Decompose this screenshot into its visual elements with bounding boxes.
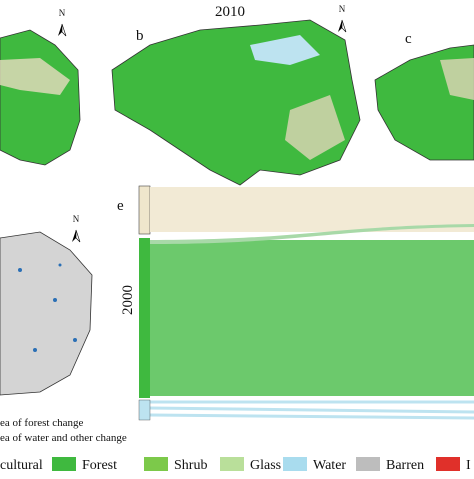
north-label: N xyxy=(59,8,66,18)
north-arrow xyxy=(341,19,347,33)
panel-label: e xyxy=(117,198,124,214)
legend-label: I xyxy=(466,458,471,473)
map-b-patch xyxy=(285,95,345,160)
note: ea of forest change xyxy=(0,417,83,429)
legend-swatch xyxy=(52,457,76,471)
north-label: N xyxy=(73,214,80,224)
map-a xyxy=(0,29,81,166)
legend-swatch xyxy=(144,457,168,471)
sankey-flow xyxy=(149,400,474,420)
panel-label: c xyxy=(405,31,412,47)
sankey-flow xyxy=(150,224,474,244)
north-arrow xyxy=(72,230,76,242)
legend-swatch xyxy=(283,457,307,471)
map-d-dots xyxy=(18,263,77,352)
north-label: N xyxy=(339,4,346,14)
map-c-patch xyxy=(440,58,474,100)
sankey-axis-label: 2000 xyxy=(120,285,136,315)
north-arrow xyxy=(61,23,67,37)
legend-swatch xyxy=(356,457,380,471)
panel-label: b xyxy=(136,28,144,44)
year-title: 2010 xyxy=(215,4,245,20)
note: ea of water and other change xyxy=(0,432,127,444)
sankey-node xyxy=(138,185,151,235)
sankey-flow xyxy=(150,187,474,232)
legend-swatch xyxy=(220,457,244,471)
legend-label: Glass xyxy=(250,458,281,473)
sankey-node xyxy=(138,399,151,421)
legend-label: Barren xyxy=(386,458,424,473)
legend-label: Forest xyxy=(82,458,117,473)
legend-swatch xyxy=(436,457,460,471)
map-b-water xyxy=(250,35,320,65)
north-arrow xyxy=(338,20,342,32)
map-d xyxy=(0,231,93,396)
north-arrow xyxy=(75,229,81,243)
legend-label: Shrub xyxy=(174,458,207,473)
sankey-node xyxy=(139,238,150,398)
legend-label: cultural xyxy=(0,458,43,473)
legend-label: Water xyxy=(313,458,346,473)
sankey-flow xyxy=(150,240,474,396)
north-arrow xyxy=(58,24,62,36)
map-a-patch xyxy=(0,58,70,95)
